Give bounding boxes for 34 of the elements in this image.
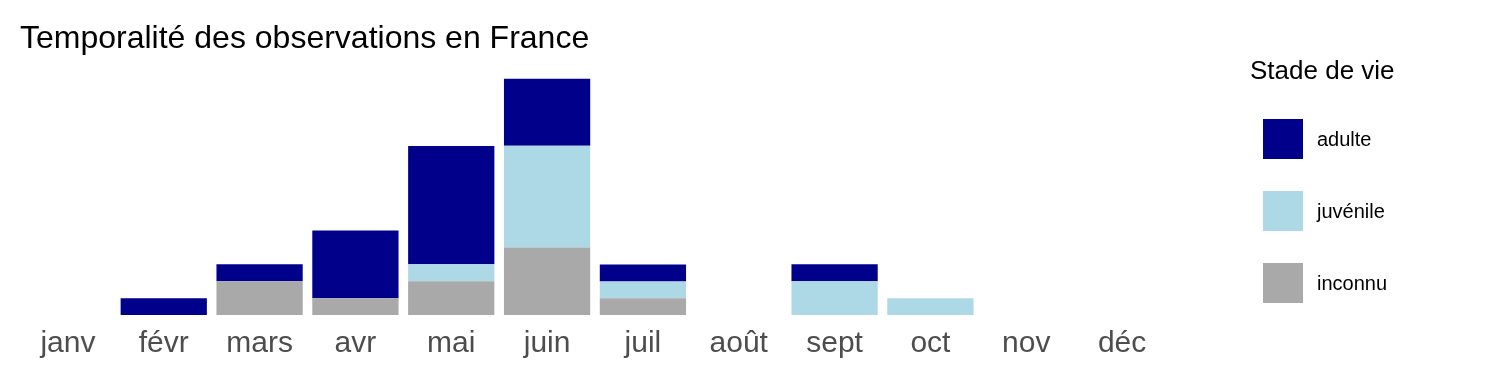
bar (503, 145, 591, 248)
x-tick-label: juin (522, 325, 571, 359)
bar (887, 298, 974, 315)
legend-title: Stade de vie (1250, 55, 1395, 86)
x-tick-label: janv (39, 325, 96, 359)
x-tick-label: mai (427, 325, 476, 359)
x-tick-label: sept (806, 325, 864, 359)
x-tick-label: déc (1097, 325, 1147, 359)
bar (791, 264, 878, 282)
bar (408, 264, 495, 282)
x-tick-label: nov (1002, 325, 1051, 359)
legend-label: inconnu (1317, 271, 1388, 295)
bar (120, 298, 207, 315)
x-tick-label: févr (138, 325, 189, 359)
bar (216, 264, 303, 282)
bar (791, 281, 878, 315)
bar (216, 281, 303, 315)
bar (312, 298, 399, 315)
x-tick-label: août (709, 325, 769, 359)
x-tick-label: juil (623, 325, 662, 359)
x-tick-label: oct (910, 325, 952, 359)
bar (503, 78, 591, 146)
chart-title: Temporalité des observations en France (20, 19, 590, 56)
x-tick-label: avr (334, 325, 377, 359)
bar (312, 230, 399, 299)
bar (408, 146, 495, 265)
bar (503, 247, 591, 315)
legend-label: juvénile (1317, 199, 1385, 223)
bar (599, 281, 687, 299)
bar (408, 281, 495, 315)
legend-label: adulte (1317, 127, 1372, 151)
x-tick-label: mars (226, 325, 293, 359)
bar (599, 264, 687, 282)
bar (599, 298, 687, 315)
